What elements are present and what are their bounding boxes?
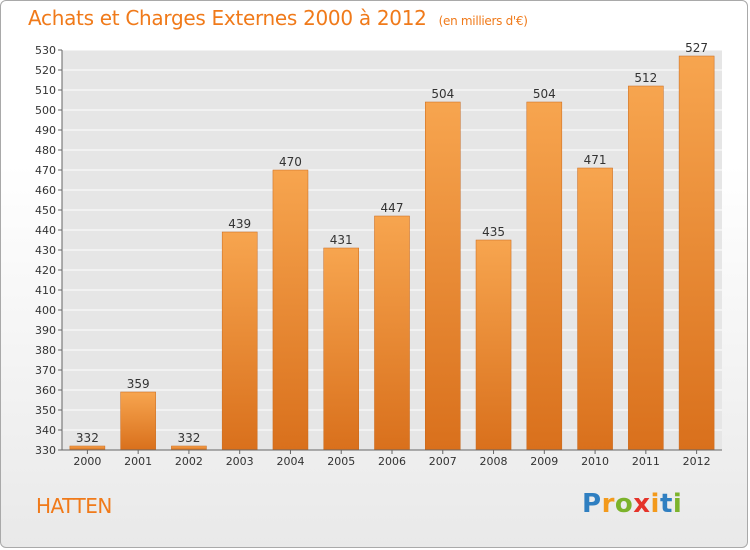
y-tick-label: 410 <box>35 284 56 297</box>
y-tick-label: 520 <box>35 64 56 77</box>
x-tick-label-2007: 2007 <box>429 455 457 468</box>
data-label-2006: 447 <box>381 201 404 215</box>
data-label-2011: 512 <box>634 71 657 85</box>
y-tick-label: 510 <box>35 84 56 97</box>
proxiti-logo: Proxiti <box>582 489 682 519</box>
bar-2009 <box>526 101 563 451</box>
x-tick-label-2001: 2001 <box>124 455 152 468</box>
bar-2006 <box>374 215 410 451</box>
y-tick-label: 350 <box>35 404 56 417</box>
bar-2004 <box>272 169 309 451</box>
bar-2002 <box>171 445 207 451</box>
bar-2011 <box>628 85 664 451</box>
y-tick-label: 360 <box>35 384 56 397</box>
data-label-2008: 435 <box>482 225 505 239</box>
chart-title-text: Achats et Charges Externes 2000 à 2012 <box>28 6 427 30</box>
chart-title: Achats et Charges Externes 2000 à 2012 (… <box>28 6 528 30</box>
logo-letter: t <box>659 489 673 519</box>
logo-letter: x <box>633 489 651 519</box>
data-label-2000: 332 <box>76 431 99 445</box>
y-tick-label: 430 <box>35 244 56 257</box>
x-tick-label-2012: 2012 <box>683 455 711 468</box>
commune-name: HATTEN <box>36 494 112 518</box>
y-tick-label: 340 <box>35 424 56 437</box>
x-tick-label-2000: 2000 <box>73 455 101 468</box>
data-label-2012: 527 <box>685 41 708 55</box>
logo-letter: i <box>672 489 683 519</box>
data-labels: 332 359 332 439 470 431 447 504 435 504 471 512 527 <box>76 41 708 445</box>
y-tick-label: 440 <box>35 224 56 237</box>
data-label-2002: 332 <box>177 431 200 445</box>
y-tick-label: 480 <box>35 144 56 157</box>
bar-2005 <box>323 247 359 451</box>
x-axis: 2000 2001 2002 2003 2004 2005 2006 2007 2008 2009… <box>62 449 722 468</box>
data-label-2010: 471 <box>584 153 607 167</box>
y-tick-label: 380 <box>35 344 56 357</box>
y-tick-label: 450 <box>35 204 56 217</box>
data-label-2005: 431 <box>330 233 353 247</box>
y-tick-label: 390 <box>35 324 56 337</box>
y-tick-label: 530 <box>35 44 56 57</box>
y-tick-label: 470 <box>35 164 56 177</box>
x-tick-label-2005: 2005 <box>327 455 355 468</box>
logo-letter: r <box>601 489 615 519</box>
bar-2001 <box>120 391 156 451</box>
chart-subtitle: (en milliers d'€) <box>438 14 528 28</box>
x-tick-label-2002: 2002 <box>175 455 203 468</box>
y-axis: 330 340 350 360 370 380 390 400 410 420 430 440 450 4… <box>35 44 63 457</box>
x-tick-label-2004: 2004 <box>276 455 304 468</box>
y-tick-label: 490 <box>35 124 56 137</box>
bar-2010 <box>577 167 613 451</box>
x-tick-label-2008: 2008 <box>480 455 508 468</box>
bar-2008 <box>475 239 512 451</box>
data-label-2009: 504 <box>533 87 556 101</box>
bar-2012 <box>678 55 715 451</box>
data-label-2001: 359 <box>127 377 150 391</box>
bar-2000 <box>69 445 106 451</box>
x-tick-label-2010: 2010 <box>581 455 609 468</box>
y-tick-label: 400 <box>35 304 56 317</box>
logo-letter: o <box>614 489 634 519</box>
y-tick-label: 370 <box>35 364 56 377</box>
x-tick-label-2003: 2003 <box>226 455 254 468</box>
y-tick-label: 420 <box>35 264 56 277</box>
data-label-2007: 504 <box>431 87 454 101</box>
data-label-2003: 439 <box>228 217 251 231</box>
y-tick-label: 460 <box>35 184 56 197</box>
x-tick-label-2011: 2011 <box>632 455 660 468</box>
bars <box>69 55 715 451</box>
data-label-2004: 470 <box>279 155 302 169</box>
bar-2007 <box>425 101 461 451</box>
y-tick-label: 330 <box>35 444 56 457</box>
logo-letter: P <box>582 489 602 519</box>
logo-letter: i <box>650 489 660 519</box>
bar-2003 <box>221 231 258 451</box>
x-tick-label-2009: 2009 <box>530 455 558 468</box>
y-tick-label: 500 <box>35 104 56 117</box>
x-tick-label-2006: 2006 <box>378 455 406 468</box>
